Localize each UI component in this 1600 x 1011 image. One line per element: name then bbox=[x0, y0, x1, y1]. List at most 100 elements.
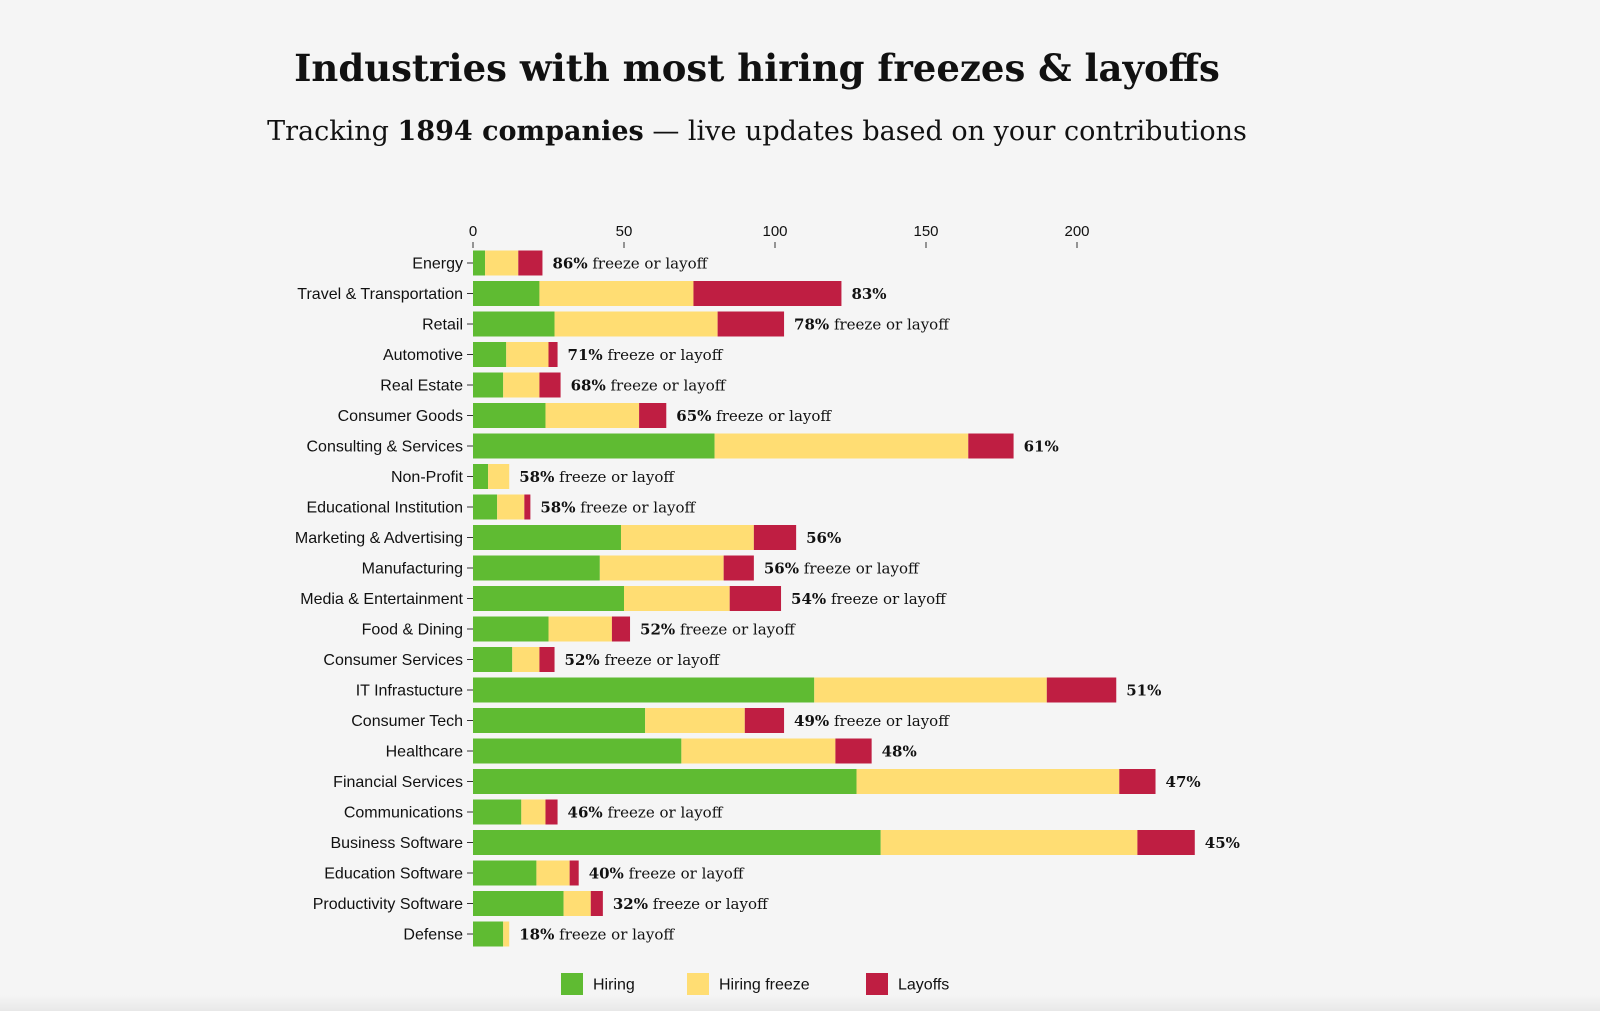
category-label: Retail bbox=[422, 317, 463, 334]
bar-segment-hiring[interactable] bbox=[473, 464, 489, 489]
bar-segment-layoffs[interactable] bbox=[539, 647, 555, 672]
bar-segment-hiring[interactable] bbox=[473, 891, 564, 916]
x-tick-label: 200 bbox=[1064, 223, 1089, 240]
bar-segment-hiring[interactable] bbox=[473, 586, 624, 611]
bar-segment-hiring[interactable] bbox=[473, 860, 537, 886]
bar-segment-hiring[interactable] bbox=[473, 616, 549, 642]
category-label: Consumer Goods bbox=[338, 408, 463, 425]
subtitle-suffix: — live updates based on your contributio… bbox=[643, 116, 1247, 147]
bar-segment-layoffs[interactable] bbox=[717, 311, 785, 337]
bar-segment-freeze[interactable] bbox=[521, 799, 546, 825]
bar-segment-layoffs[interactable] bbox=[1119, 769, 1156, 794]
bar-segment-layoffs[interactable] bbox=[693, 281, 842, 306]
bar-segment-hiring[interactable] bbox=[473, 921, 504, 947]
subtitle-prefix: Tracking bbox=[267, 116, 398, 147]
category-label: Real Estate bbox=[380, 378, 463, 395]
data-label: 68% freeze or layoff bbox=[571, 377, 727, 395]
category-label: Consulting & Services bbox=[306, 439, 463, 456]
bar-segment-hiring[interactable] bbox=[473, 281, 540, 306]
bar-segment-hiring[interactable] bbox=[473, 677, 815, 703]
category-label: IT Infrastucture bbox=[356, 683, 463, 700]
bar-segment-freeze[interactable] bbox=[503, 372, 540, 398]
x-tick-label: 100 bbox=[762, 223, 787, 240]
bar-segment-hiring[interactable] bbox=[473, 830, 881, 855]
bar-segment-freeze[interactable] bbox=[620, 525, 754, 550]
data-label: 47% bbox=[1166, 773, 1201, 791]
data-label: 61% bbox=[1024, 438, 1059, 456]
bar-segment-layoffs[interactable] bbox=[548, 342, 558, 367]
bar-segment-hiring[interactable] bbox=[473, 525, 621, 550]
bar-segment-hiring[interactable] bbox=[473, 769, 857, 794]
bar-segment-layoffs[interactable] bbox=[545, 799, 558, 825]
category-label: Financial Services bbox=[333, 774, 463, 791]
legend-label-freeze: Hiring freeze bbox=[719, 977, 810, 994]
bar-segment-layoffs[interactable] bbox=[569, 860, 579, 886]
x-tick-label: 150 bbox=[913, 223, 938, 240]
category-label: Food & Dining bbox=[362, 622, 463, 639]
bar-segment-freeze[interactable] bbox=[681, 738, 836, 764]
bar-segment-freeze[interactable] bbox=[563, 891, 591, 916]
bar-segment-layoffs[interactable] bbox=[639, 403, 667, 428]
bar-segment-layoffs[interactable] bbox=[744, 708, 785, 733]
data-label: 86% freeze or layoff bbox=[552, 255, 708, 273]
bar-segment-layoffs[interactable] bbox=[1046, 677, 1117, 703]
bar-segment-freeze[interactable] bbox=[503, 921, 510, 947]
bar-segment-layoffs[interactable] bbox=[968, 433, 1014, 459]
category-label: Education Software bbox=[324, 866, 463, 883]
bar-segment-freeze[interactable] bbox=[512, 647, 540, 672]
bar-segment-layoffs[interactable] bbox=[729, 586, 782, 611]
bar-segment-freeze[interactable] bbox=[497, 494, 525, 520]
bar-segment-freeze[interactable] bbox=[714, 433, 969, 459]
bar-segment-freeze[interactable] bbox=[645, 708, 745, 733]
data-label: 46% freeze or layoff bbox=[568, 804, 724, 822]
bar-segment-layoffs[interactable] bbox=[1137, 830, 1195, 855]
category-label: Business Software bbox=[330, 835, 463, 852]
data-label: 32% freeze or layoff bbox=[613, 895, 769, 913]
bar-segment-freeze[interactable] bbox=[814, 677, 1047, 703]
bar-segment-freeze[interactable] bbox=[880, 830, 1138, 855]
bar-segment-layoffs[interactable] bbox=[590, 891, 603, 916]
bar-segment-hiring[interactable] bbox=[473, 494, 498, 520]
bar-segment-hiring[interactable] bbox=[473, 403, 546, 428]
bar-segment-layoffs[interactable] bbox=[723, 555, 754, 581]
data-label: 65% freeze or layoff bbox=[676, 407, 832, 425]
bar-segment-freeze[interactable] bbox=[856, 769, 1120, 794]
bar-segment-layoffs[interactable] bbox=[539, 372, 561, 398]
bar-segment-hiring[interactable] bbox=[473, 708, 646, 733]
bar-segment-freeze[interactable] bbox=[554, 311, 718, 337]
bar-segment-hiring[interactable] bbox=[473, 433, 715, 459]
bar-segment-hiring[interactable] bbox=[473, 372, 504, 398]
bar-segment-layoffs[interactable] bbox=[835, 738, 872, 764]
bar-segment-freeze[interactable] bbox=[536, 860, 570, 886]
bar-segment-freeze[interactable] bbox=[548, 616, 612, 642]
x-tick-label: 50 bbox=[616, 223, 633, 240]
bar-segment-freeze[interactable] bbox=[599, 555, 724, 581]
bar-segment-freeze[interactable] bbox=[539, 281, 694, 306]
bar-segment-hiring[interactable] bbox=[473, 799, 522, 825]
bar-segment-freeze[interactable] bbox=[488, 464, 510, 489]
bar-segment-freeze[interactable] bbox=[485, 250, 519, 276]
bar-segment-hiring[interactable] bbox=[473, 738, 682, 764]
bar-segment-hiring[interactable] bbox=[473, 555, 600, 581]
data-label: 52% freeze or layoff bbox=[565, 651, 721, 669]
bar-segment-layoffs[interactable] bbox=[611, 616, 631, 642]
category-label: Educational Institution bbox=[306, 500, 463, 517]
bar-segment-layoffs[interactable] bbox=[524, 494, 531, 520]
data-label: 40% freeze or layoff bbox=[589, 865, 745, 883]
category-label: Defense bbox=[403, 927, 463, 944]
bar-segment-freeze[interactable] bbox=[545, 403, 640, 428]
legend-swatch-hiring bbox=[561, 973, 583, 995]
bar-segment-hiring[interactable] bbox=[473, 342, 507, 367]
bar-segment-hiring[interactable] bbox=[473, 647, 513, 672]
data-label: 56% bbox=[806, 529, 841, 547]
bar-segment-freeze[interactable] bbox=[624, 586, 730, 611]
bar-segment-layoffs[interactable] bbox=[753, 525, 797, 550]
bar-segment-layoffs[interactable] bbox=[518, 250, 543, 276]
data-label: 48% bbox=[882, 743, 917, 761]
data-label: 18% freeze or layoff bbox=[519, 926, 675, 944]
data-label: 54% freeze or layoff bbox=[791, 590, 947, 608]
bar-segment-freeze[interactable] bbox=[506, 342, 549, 367]
bar-segment-hiring[interactable] bbox=[473, 311, 555, 337]
bar-segment-hiring[interactable] bbox=[473, 250, 486, 276]
